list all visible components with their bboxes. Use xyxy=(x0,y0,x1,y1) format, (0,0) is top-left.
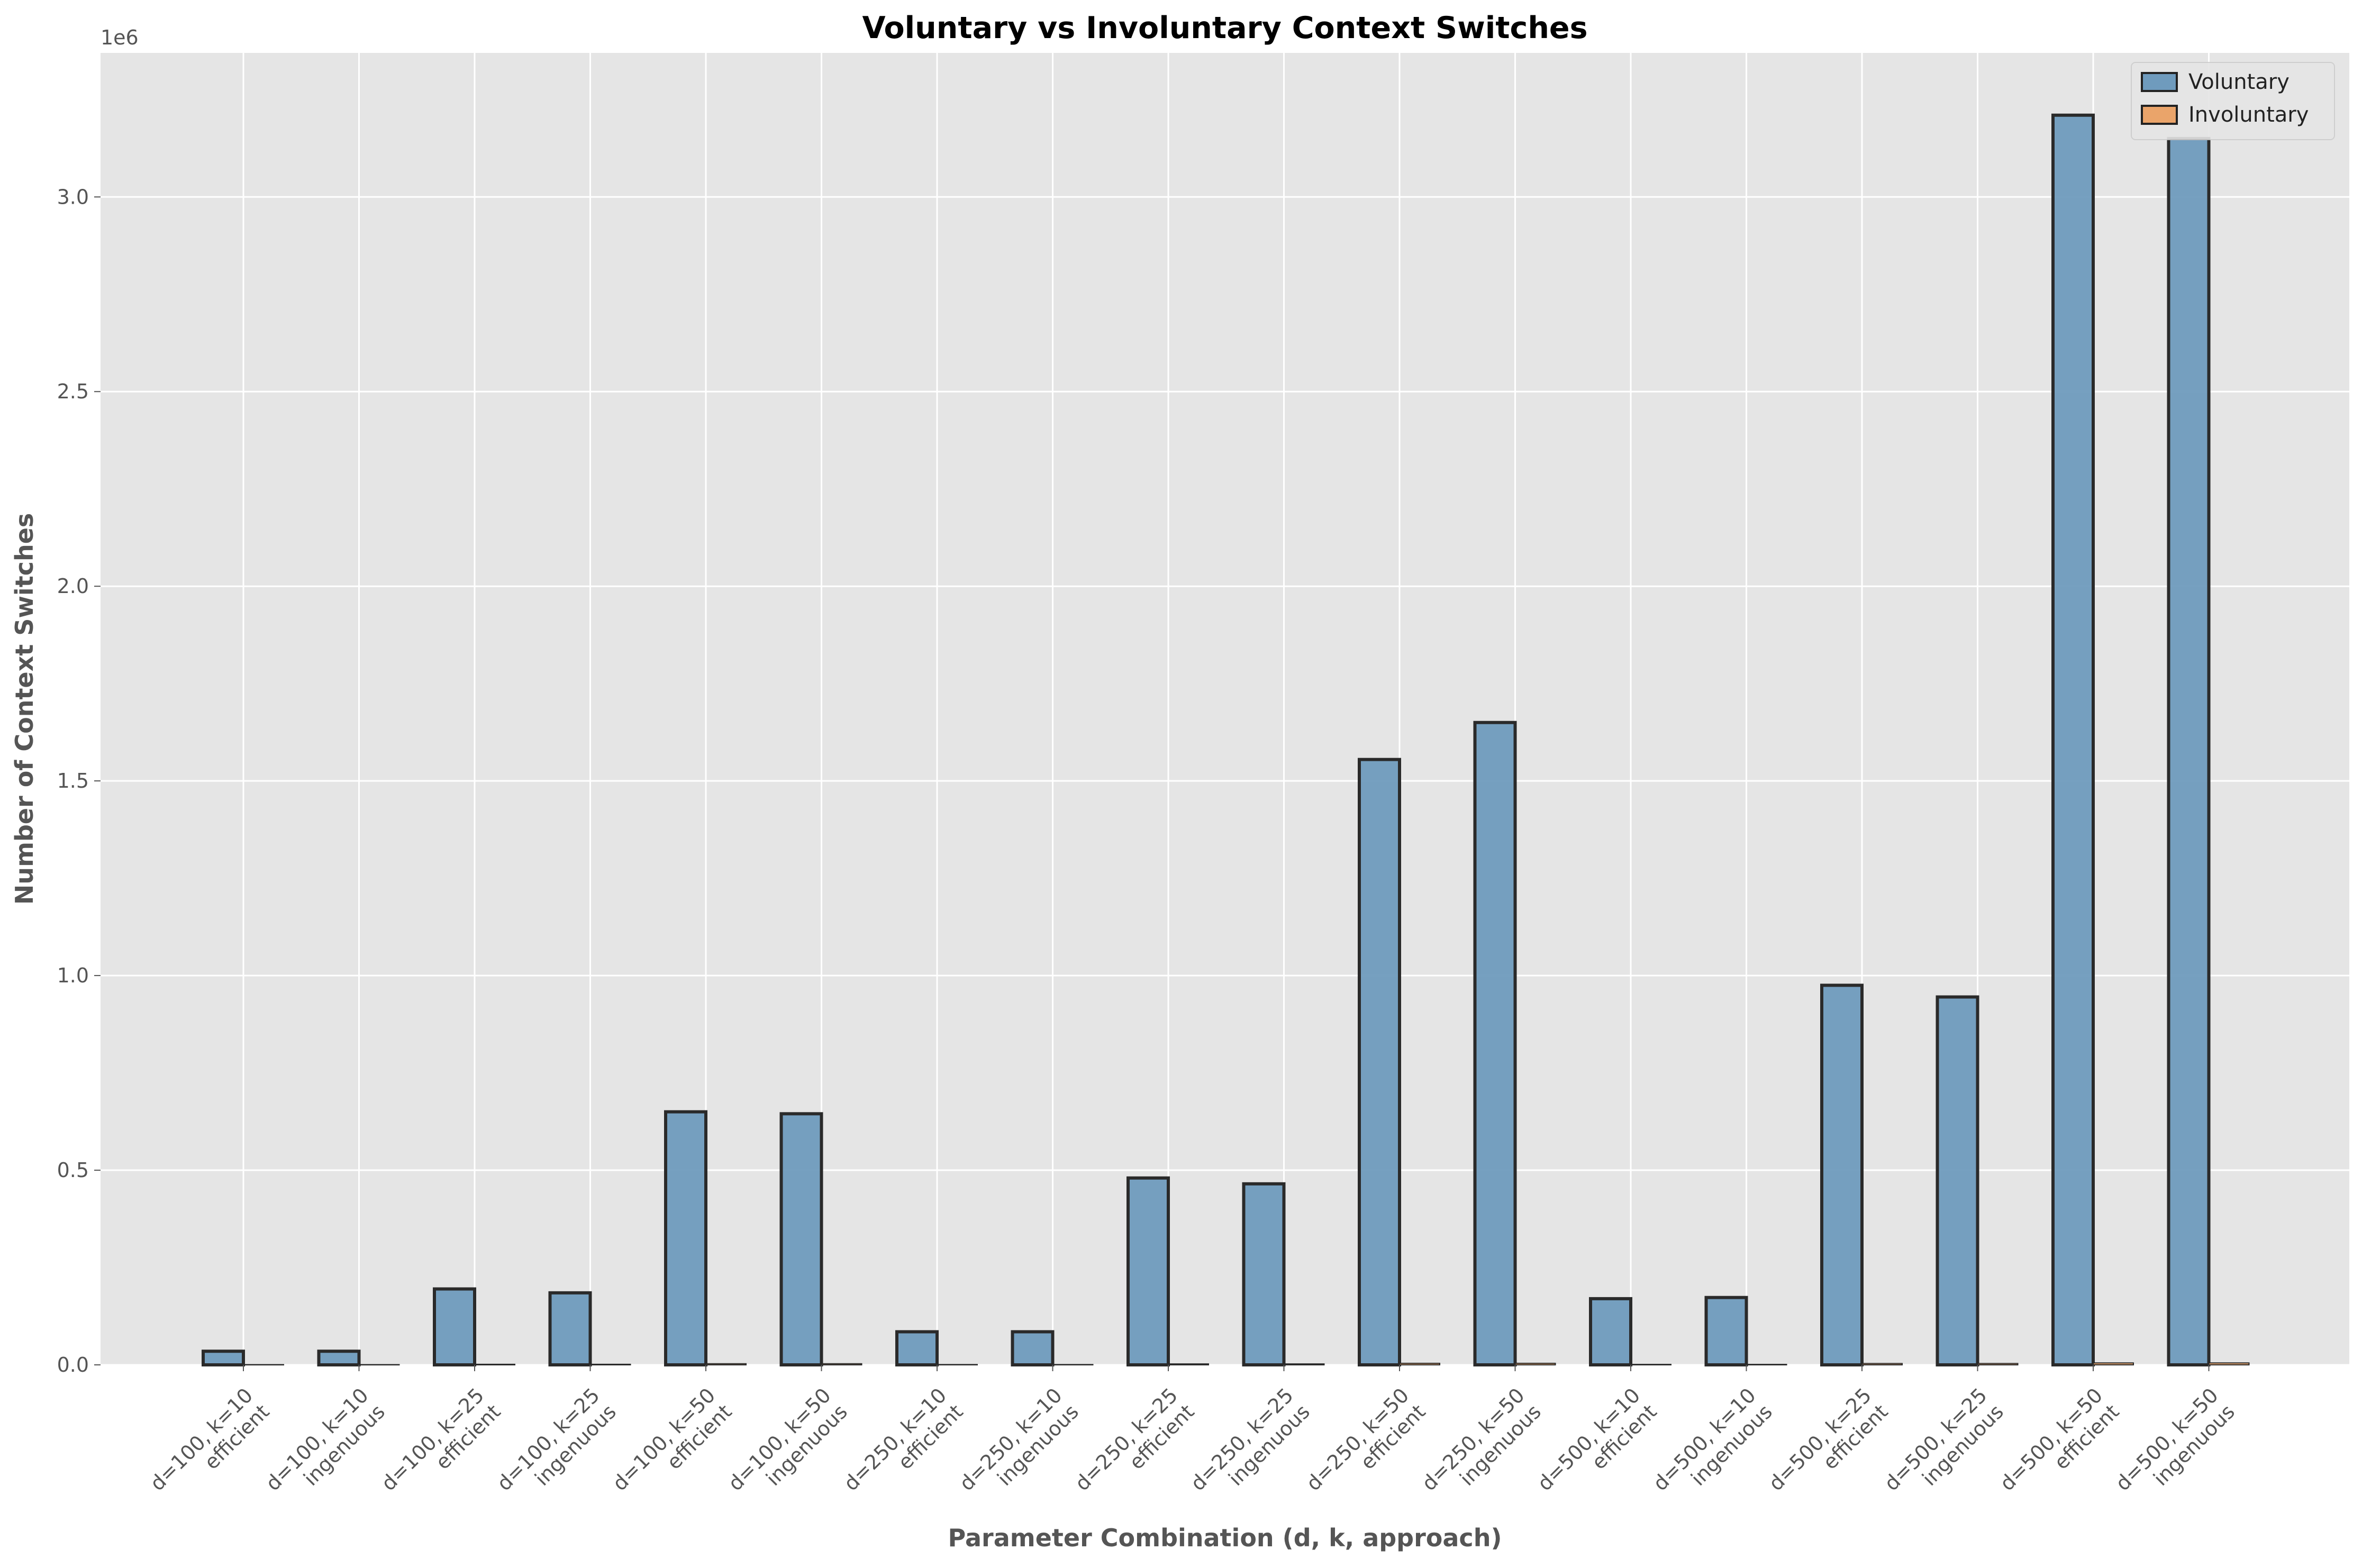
bar-involuntary xyxy=(705,1363,747,1365)
x-tick-label: d=100, k=10efficient xyxy=(146,1383,274,1511)
chart-title: Voluntary vs Involuntary Context Switche… xyxy=(862,11,1587,45)
bar-voluntary xyxy=(2051,113,2095,1366)
bar-voluntary xyxy=(1704,1296,1748,1367)
bar-voluntary xyxy=(433,1287,476,1367)
x-tick-label: d=500, k=50efficient xyxy=(1995,1383,2123,1511)
bar-involuntary xyxy=(1283,1363,1325,1365)
y-tick-label: 2.5 xyxy=(57,380,89,403)
x-tick-label: d=100, k=25ingenuous xyxy=(493,1383,621,1511)
bar-voluntary xyxy=(1936,995,1979,1366)
bar-voluntary xyxy=(1011,1330,1055,1366)
x-tick-label: d=500, k=25efficient xyxy=(1764,1383,1892,1511)
bars xyxy=(202,113,2250,1367)
x-tick-label: d=250, k=50ingenuous xyxy=(1418,1383,1546,1511)
y-tick-label: 1.5 xyxy=(57,769,89,792)
bar-involuntary xyxy=(1399,1363,1440,1366)
y-tick-label: 1.0 xyxy=(57,964,89,987)
legend-label-voluntary: Voluntary xyxy=(2188,70,2290,94)
x-tick-label: d=500, k=10ingenuous xyxy=(1649,1383,1777,1511)
plot-background xyxy=(101,53,2349,1365)
x-tick-label: d=500, k=50ingenuous xyxy=(2111,1383,2239,1511)
bar-involuntary xyxy=(821,1363,862,1365)
x-axis-title: Parameter Combination (d, k, approach) xyxy=(948,1524,1502,1552)
y-tick-label: 2.0 xyxy=(57,575,89,598)
bar-voluntary xyxy=(202,1350,245,1367)
y-tick-label: 0.0 xyxy=(57,1353,89,1376)
bar-voluntary xyxy=(895,1330,939,1366)
x-tick-label: d=100, k=50ingenuous xyxy=(724,1383,852,1511)
bar-voluntary xyxy=(1589,1297,1632,1367)
bar-voluntary xyxy=(317,1350,361,1367)
bar-involuntary xyxy=(1746,1364,1787,1366)
bar-voluntary xyxy=(548,1291,592,1367)
x-tick-label: d=100, k=10ingenuous xyxy=(261,1383,389,1511)
bar-involuntary xyxy=(1861,1363,1903,1365)
legend-swatch-voluntary xyxy=(2141,72,2178,92)
bar-involuntary xyxy=(1168,1363,1209,1365)
x-tick-label: d=250, k=10ingenuous xyxy=(955,1383,1083,1511)
legend-label-involuntary: Involuntary xyxy=(2188,103,2309,127)
bar-voluntary xyxy=(1242,1182,1286,1367)
bar-voluntary xyxy=(2167,136,2211,1366)
x-tick-label: d=250, k=50efficient xyxy=(1302,1383,1430,1511)
x-tick-label: d=250, k=25efficient xyxy=(1070,1383,1198,1511)
y-tick-label: 3.0 xyxy=(57,185,89,208)
y-offset-label: 1e6 xyxy=(101,26,139,49)
bar-voluntary xyxy=(664,1110,707,1366)
bar-involuntary xyxy=(589,1363,631,1366)
x-tick-label: d=250, k=25ingenuous xyxy=(1186,1383,1314,1511)
bar-involuntary xyxy=(2208,1362,2250,1366)
bar-voluntary xyxy=(1358,758,1401,1366)
bar-voluntary xyxy=(1820,983,1864,1366)
x-tick-label: d=100, k=50efficient xyxy=(608,1383,736,1511)
bar-involuntary xyxy=(2093,1362,2134,1366)
bar-voluntary xyxy=(1127,1176,1170,1367)
x-tick-label: d=100, k=25efficient xyxy=(377,1383,505,1511)
legend-frame xyxy=(2131,62,2335,140)
y-tick-label: 0.5 xyxy=(57,1159,89,1182)
bar-involuntary xyxy=(1514,1363,1556,1366)
x-tick-label: d=500, k=10efficient xyxy=(1533,1383,1661,1511)
bar-voluntary xyxy=(779,1112,823,1367)
x-tick-label: d=500, k=25ingenuous xyxy=(1880,1383,2008,1511)
legend-swatch-involuntary xyxy=(2141,105,2178,125)
legend: Voluntary Involuntary xyxy=(2131,62,2335,140)
bar-involuntary xyxy=(1052,1364,1094,1366)
x-tick-label: d=250, k=10efficient xyxy=(839,1383,967,1511)
bar-involuntary xyxy=(1630,1364,1671,1366)
bar-involuntary xyxy=(937,1364,978,1366)
y-axis-ticks: 0.0 0.5 1.0 1.5 2.0 2.5 3.0 xyxy=(57,185,101,1376)
bar-involuntary xyxy=(1977,1363,2019,1365)
y-axis-title: Number of Context Switches xyxy=(10,513,39,905)
bar-voluntary xyxy=(1473,721,1517,1366)
bar-involuntary xyxy=(474,1363,515,1366)
